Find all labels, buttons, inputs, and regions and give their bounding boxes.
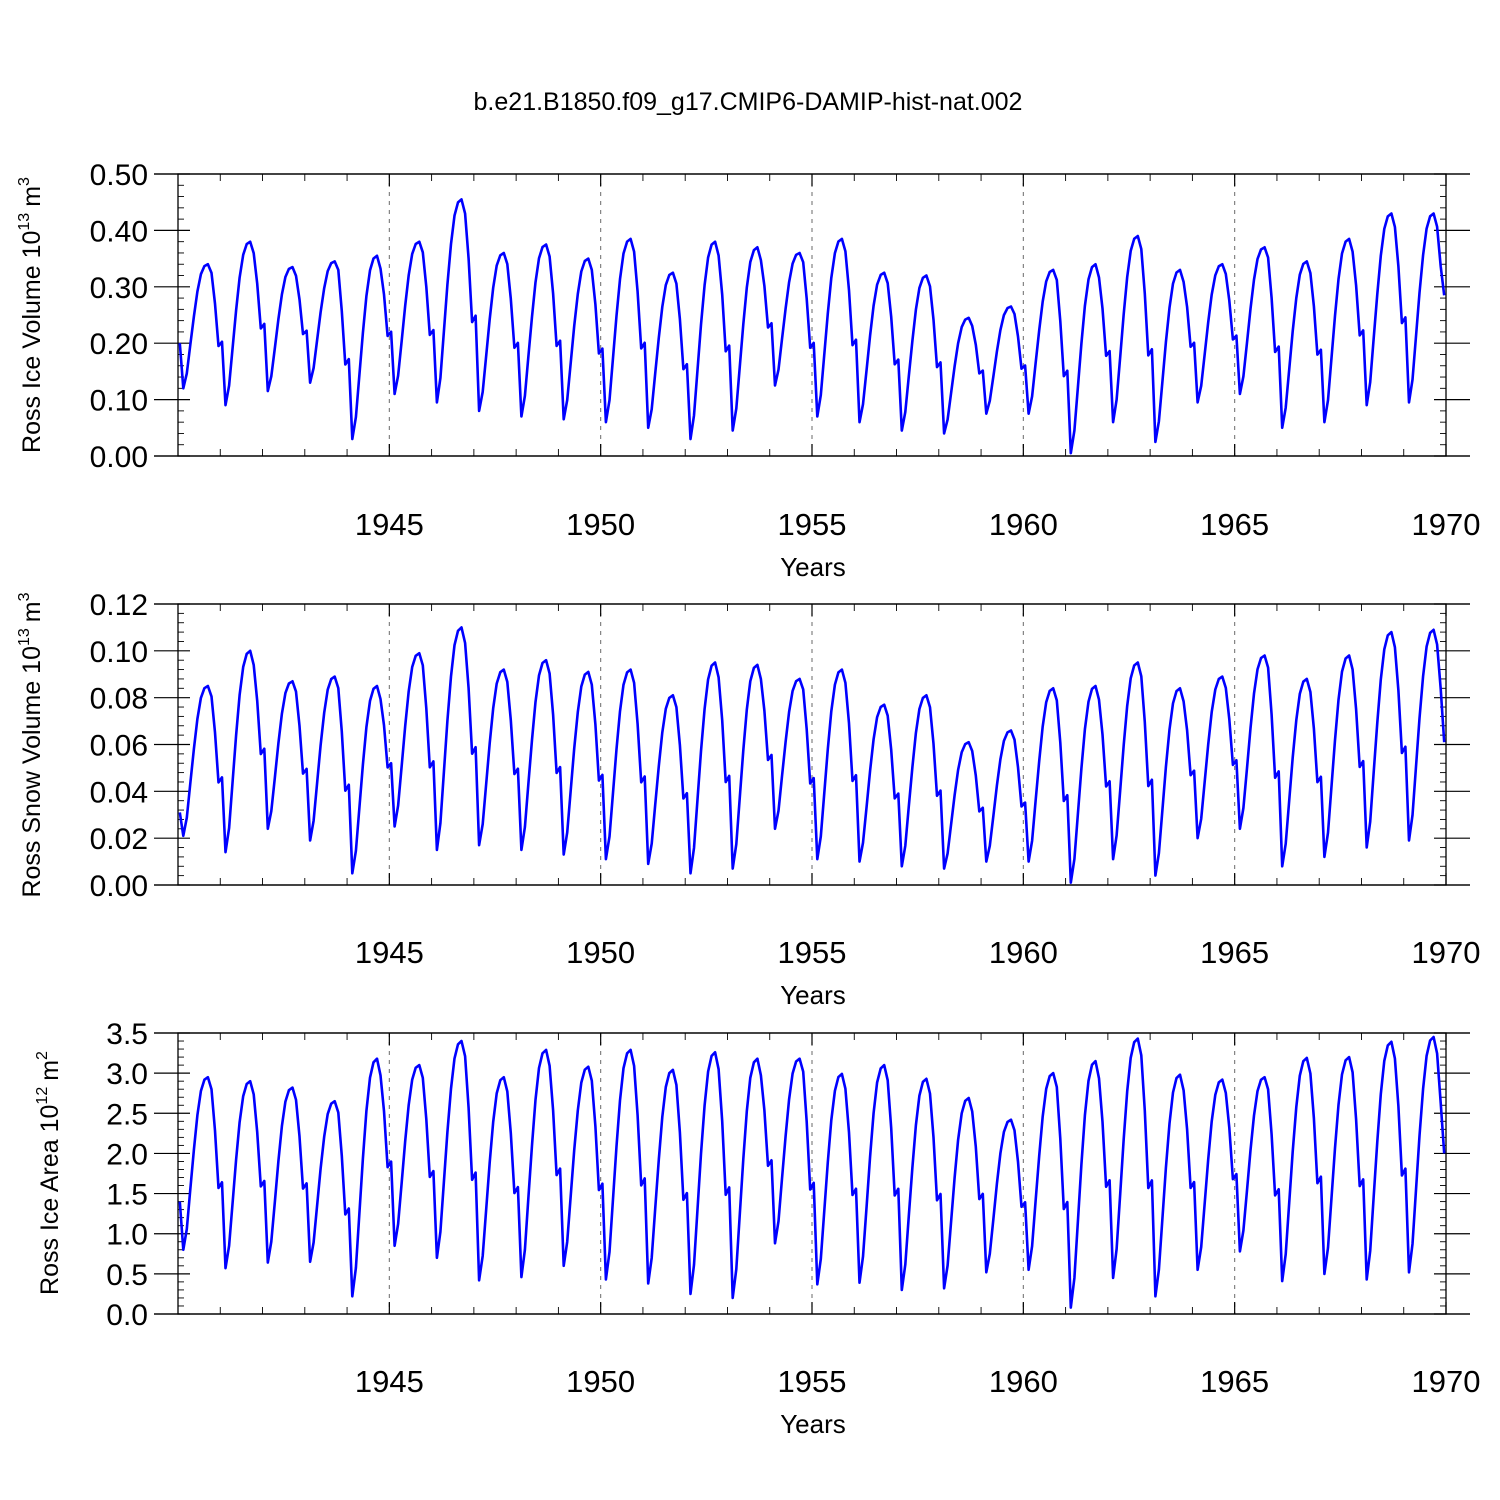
y-axis-label: Ross Ice Area 1012 m2 (34, 1051, 64, 1295)
y-tick-label: 0.00 (90, 870, 148, 903)
panel-2: 0.00 0.02 0.04 0.06 0.08 0.10 0.12 1945 1950 1955… (16, 589, 1480, 1010)
y-tick-label: 3.0 (106, 1058, 148, 1091)
y-axis-label-exp: 13 (16, 213, 33, 231)
y-tick-label: 0.04 (90, 776, 148, 809)
x-tick-label: 1965 (1200, 935, 1269, 970)
x-tick-label: 1950 (566, 507, 635, 542)
x-tick-label: 1960 (989, 935, 1058, 970)
y-tick-label: 0.12 (90, 589, 148, 622)
y-axis-label-unit-exp: 3 (16, 177, 33, 186)
y-axis-label-unit-exp: 2 (34, 1051, 51, 1060)
y-axis-label-unit: m (18, 601, 46, 622)
x-axis-label: Years (780, 980, 846, 1010)
y-axis-label-main: Ross Ice Area 10 (36, 1105, 64, 1295)
x-axis-label: Years (780, 1409, 846, 1439)
y-tick-label: 1.5 (106, 1179, 148, 1212)
y-axis-label: Ross Snow Volume 1013 m3 (16, 592, 46, 897)
y-tick-label: 0.0 (106, 1299, 148, 1332)
x-tick-label: 1965 (1200, 507, 1269, 542)
y-axis-label-main: Ross Ice Volume 10 (18, 231, 46, 453)
y-tick-label: 0.40 (90, 215, 148, 248)
x-tick-label: 1955 (778, 507, 847, 542)
x-tick-label: 1960 (989, 507, 1058, 542)
y-axis-label-main: Ross Snow Volume 10 (18, 646, 46, 898)
chart-title: b.e21.B1850.f09_g17.CMIP6-DAMIP-hist-nat… (474, 88, 1023, 116)
y-axis-label: Ross Ice Volume 1013 m3 (16, 177, 46, 453)
y-tick-label: 0.50 (90, 159, 148, 192)
x-tick-label: 1970 (1412, 935, 1481, 970)
x-axis-label: Years (780, 552, 846, 582)
y-axis-label-unit-exp: 3 (16, 592, 33, 601)
x-tick-label: 1970 (1412, 1364, 1481, 1399)
y-axis-label-unit: m (36, 1060, 64, 1081)
x-tick-label: 1965 (1200, 1364, 1269, 1399)
y-tick-label: 3.5 (106, 1018, 148, 1051)
y-axis-label-exp: 12 (34, 1087, 51, 1105)
x-tick-label: 1945 (355, 1364, 424, 1399)
panel-1: 0.00 0.10 0.20 0.30 0.40 0.50 1945 1950 1955 1960… (16, 159, 1480, 582)
y-tick-label: 0.20 (90, 328, 148, 361)
y-tick-label: 2.5 (106, 1098, 148, 1131)
x-tick-label: 1955 (778, 935, 847, 970)
y-tick-label: 0.00 (90, 441, 148, 474)
y-axis-label-unit: m (18, 186, 46, 207)
x-tick-label: 1970 (1412, 507, 1481, 542)
x-tick-label: 1955 (778, 1364, 847, 1399)
panels: 0.00 0.10 0.20 0.30 0.40 0.50 1945 1950 1955 1960… (16, 159, 1480, 1439)
x-tick-label: 1950 (566, 935, 635, 970)
panel-3: 0.0 0.5 1.0 1.5 2.0 2.5 3.0 3.5 1945 1950 1955 1960… (34, 1018, 1480, 1439)
y-tick-label: 0.08 (90, 683, 148, 716)
y-tick-label: 0.02 (90, 823, 148, 856)
y-tick-label: 0.5 (106, 1259, 148, 1292)
y-tick-label: 0.30 (90, 272, 148, 305)
y-tick-label: 1.0 (106, 1219, 148, 1252)
x-tick-label: 1960 (989, 1364, 1058, 1399)
y-tick-label: 2.0 (106, 1138, 148, 1171)
y-tick-label: 0.10 (90, 385, 148, 418)
series-line-ross-snow-volume (178, 626, 1446, 884)
y-tick-label: 0.10 (90, 636, 148, 669)
series-line-ross-ice-area (178, 1035, 1446, 1309)
y-tick-label: 0.06 (90, 730, 148, 763)
series-line-ross-ice-volume (178, 198, 1446, 455)
x-tick-label: 1945 (355, 935, 424, 970)
x-tick-label: 1950 (566, 1364, 635, 1399)
y-axis-label-exp: 13 (16, 628, 33, 646)
x-tick-label: 1945 (355, 507, 424, 542)
